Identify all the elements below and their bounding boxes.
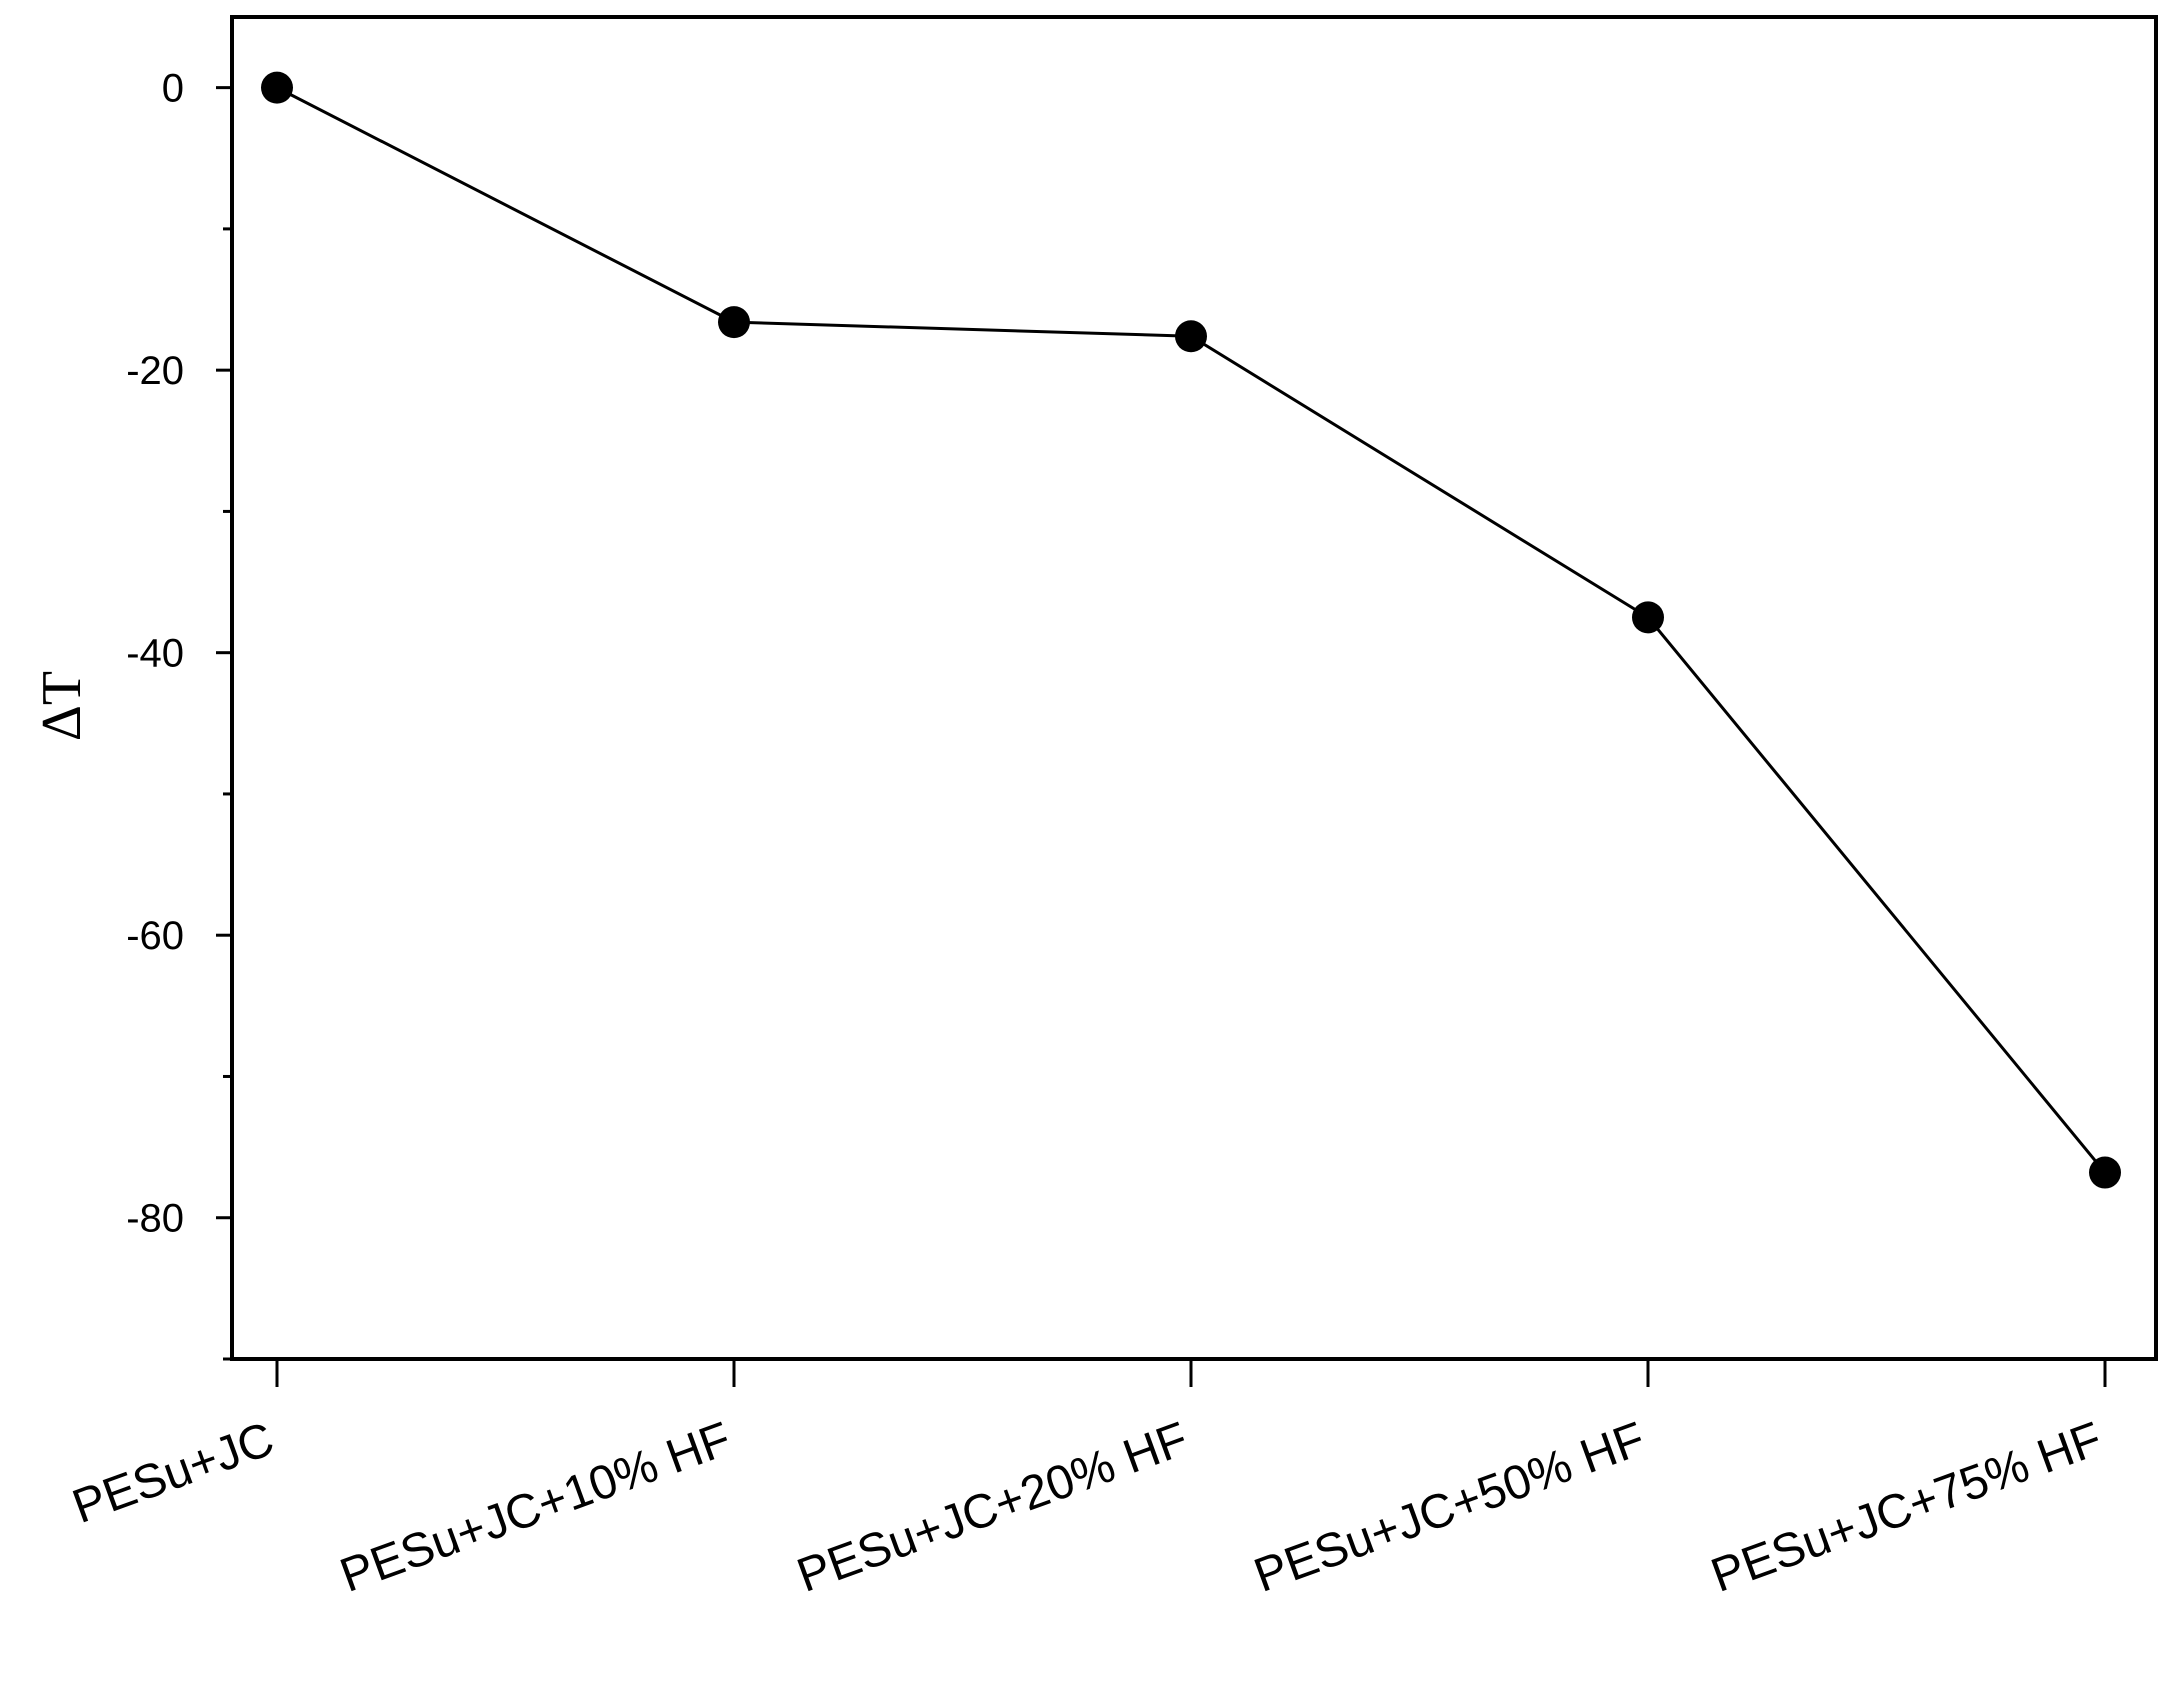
y-tick-label: 0 (162, 67, 184, 111)
data-series (261, 71, 2121, 1189)
data-point (261, 71, 293, 104)
y-axis-title: ΔT (31, 671, 93, 741)
x-tick-label: PESu+JC (66, 1413, 281, 1534)
data-point (1175, 320, 1207, 353)
y-tick-label: -40 (126, 632, 184, 676)
plot-frame (230, 15, 2158, 1361)
x-axis-ticks: PESu+JC PESu+JC+10% HF PESu+JC+20% HF PESu+… (66, 1359, 2109, 1603)
y-axis-ticks: 0 -20 -40 -60 -80 (126, 67, 232, 1361)
data-point (1632, 601, 1664, 634)
y-tick-label: -60 (126, 914, 184, 958)
x-tick-label: PESu+JC+75% HF (1705, 1413, 2109, 1603)
data-point (718, 306, 750, 339)
y-tick-label: -20 (126, 349, 184, 393)
data-point (2089, 1156, 2121, 1189)
x-tick-label: PESu+JC+20% HF (791, 1413, 1195, 1603)
y-tick-label: -80 (126, 1197, 184, 1241)
x-tick-label: PESu+JC+10% HF (334, 1413, 738, 1603)
series-line (276, 86, 2107, 1174)
x-tick-label: PESu+JC+50% HF (1248, 1413, 1652, 1603)
